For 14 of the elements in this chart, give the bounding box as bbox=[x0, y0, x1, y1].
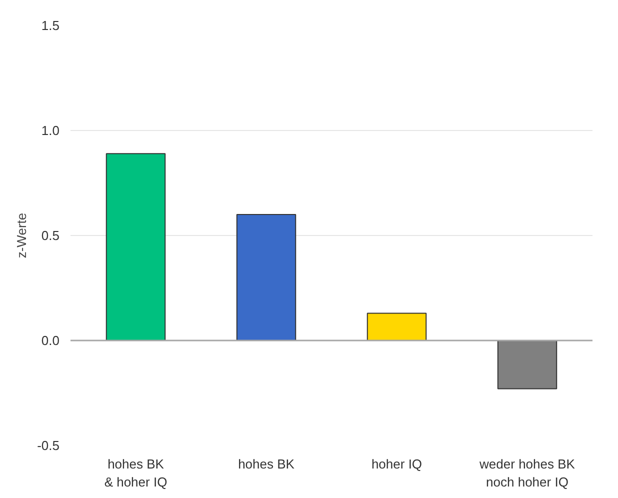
x-tick-label: hohes BK bbox=[238, 456, 295, 472]
y-tick-label: 0.5 bbox=[41, 228, 60, 243]
y-tick-label: 0.0 bbox=[41, 333, 60, 348]
bar bbox=[497, 340, 558, 390]
bar bbox=[236, 214, 296, 341]
bar bbox=[106, 153, 166, 341]
x-tick-label: hohes BK & hoher IQ bbox=[104, 456, 168, 490]
y-tick-label: 1.0 bbox=[41, 123, 60, 138]
x-tick-label: weder hohes BK noch hoher IQ bbox=[478, 456, 576, 490]
y-tick-label: 1.5 bbox=[41, 18, 60, 33]
y-tick-label: -0.5 bbox=[37, 438, 60, 453]
y-axis-title: z-Werte bbox=[14, 212, 30, 258]
bar bbox=[366, 312, 427, 341]
x-tick-label: hoher IQ bbox=[371, 456, 422, 472]
